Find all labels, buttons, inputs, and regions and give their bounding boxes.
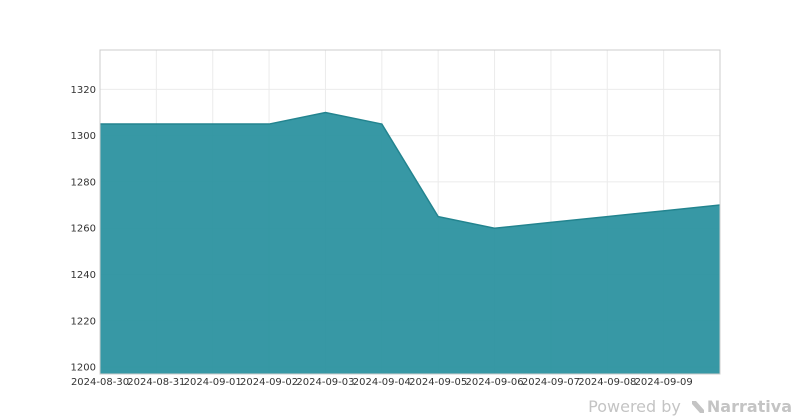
x-tick-label: 2024-09-08	[578, 377, 636, 388]
x-tick-label: 2024-09-06	[465, 377, 523, 388]
x-tick-label: 2024-09-02	[240, 377, 298, 388]
x-tick-label: 2024-09-01	[184, 377, 242, 388]
x-tick-label: 2024-08-30	[71, 377, 129, 388]
area-series-layer	[99, 111, 721, 374]
x-tick-label: 2024-09-03	[296, 377, 354, 388]
y-tick-label: 1260	[71, 224, 96, 235]
y-tick-label: 1320	[71, 85, 96, 96]
brand-name: Narrativa	[706, 397, 792, 416]
x-tick-label: 2024-08-31	[127, 377, 185, 388]
x-tick-label: 2024-09-09	[635, 377, 693, 388]
y-tick-label: 1200	[71, 363, 96, 374]
x-tick-label: 2024-09-04	[353, 377, 411, 388]
narrativa-logo-icon	[691, 400, 704, 413]
y-tick-label: 1220	[71, 316, 96, 327]
y-tick-label: 1280	[71, 177, 96, 188]
x-tick-label: 2024-09-05	[409, 377, 467, 388]
area-fill	[100, 112, 720, 374]
powered-by-text: Powered by	[588, 397, 681, 416]
y-axis-labels: 1200 1220 1240 1260 1280 1300 1320	[71, 85, 96, 374]
brand: Narrativa	[691, 397, 792, 416]
footer-attribution: Powered by Narrativa	[588, 397, 792, 416]
x-tick-label: 2024-09-07	[522, 377, 580, 388]
y-tick-label: 1240	[71, 270, 96, 281]
plot-frame	[99, 49, 721, 375]
x-axis-labels: 2024-08-302024-08-312024-09-012024-09-02…	[71, 377, 693, 388]
y-tick-label: 1300	[71, 131, 96, 142]
series-line	[100, 111, 721, 229]
